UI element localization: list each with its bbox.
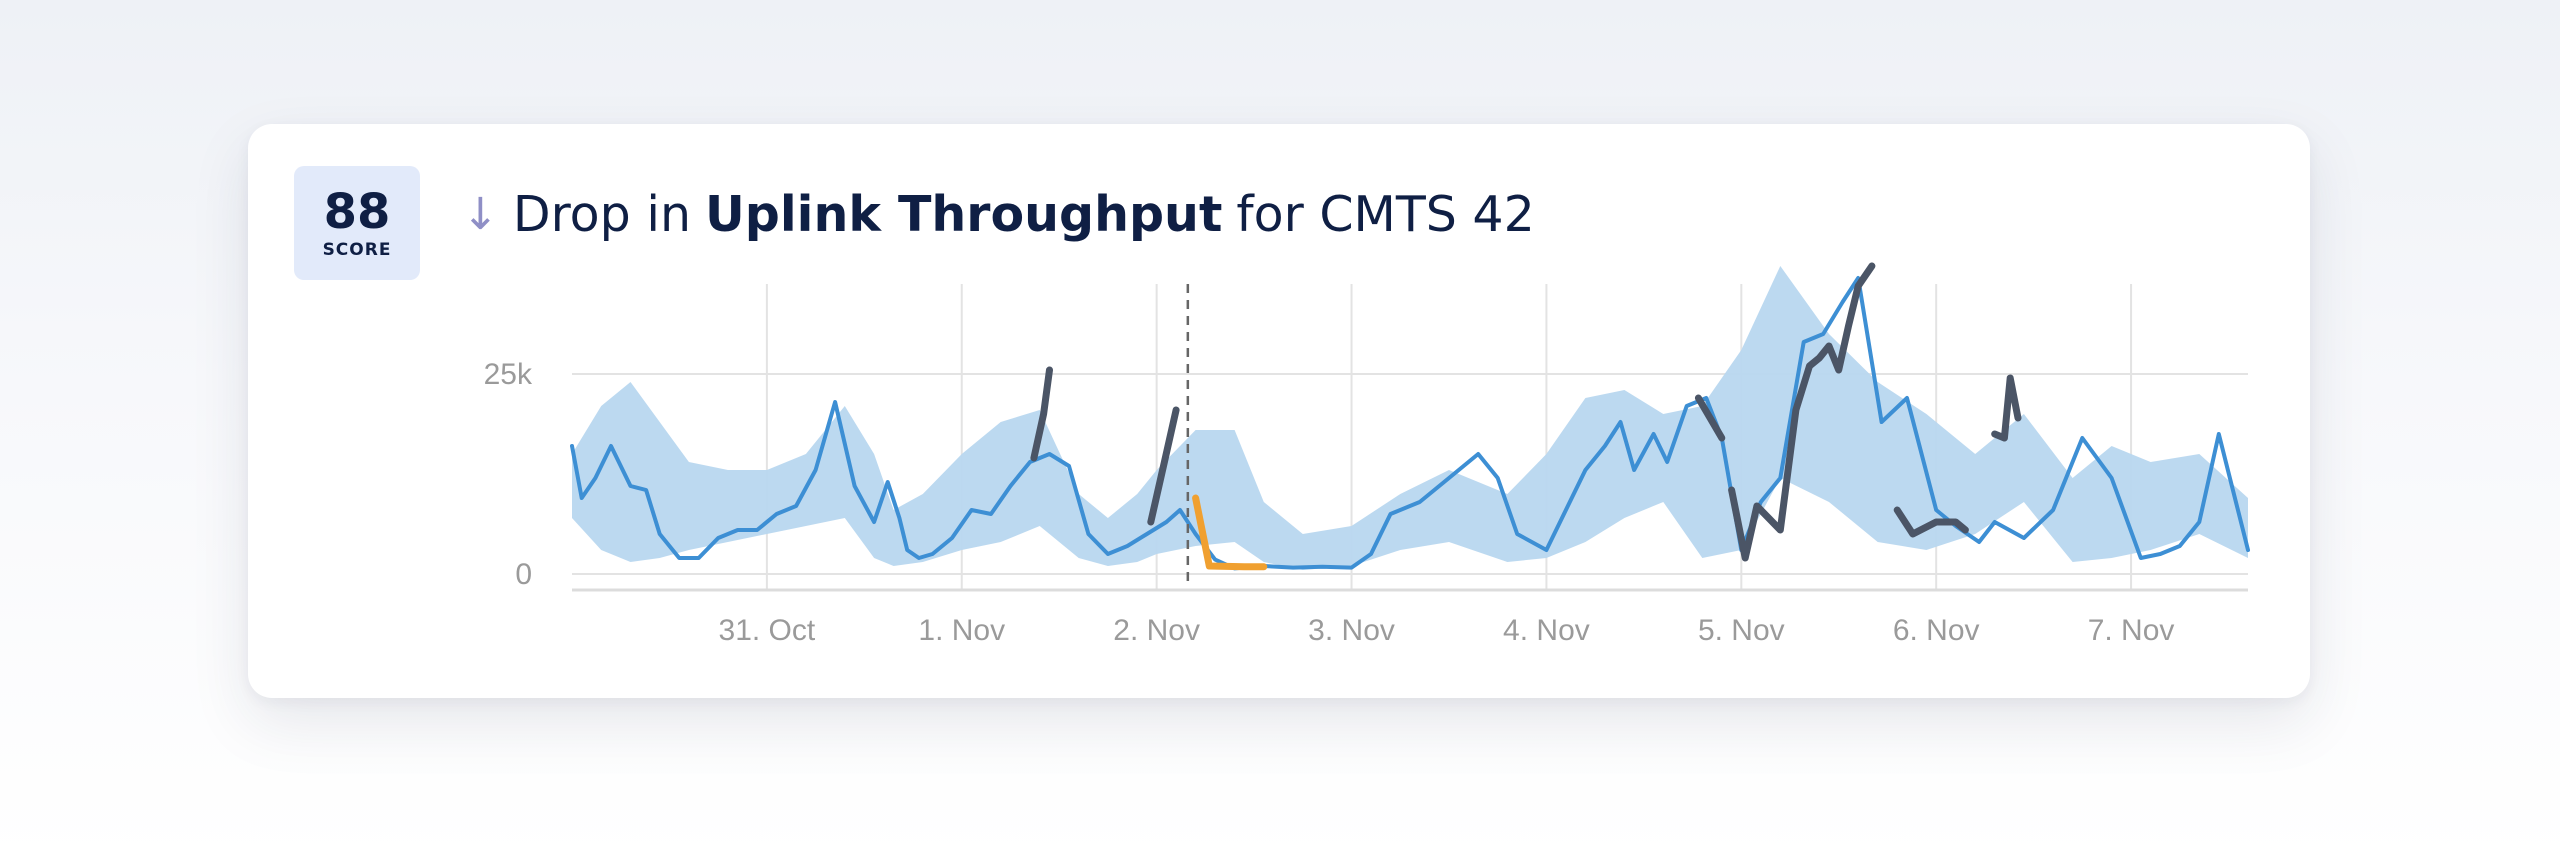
- y-tick-label: 25k: [484, 358, 533, 391]
- x-tick-label: 6. Nov: [1893, 614, 1980, 647]
- anomaly-high-segment: [1694, 394, 1726, 442]
- expected-band: [572, 266, 2248, 570]
- anomaly-high-segment: [1147, 406, 1180, 526]
- anomaly-high-segment: [1030, 366, 1053, 462]
- x-tick-label: 3. Nov: [1308, 614, 1395, 647]
- y-tick-label: 0: [515, 558, 532, 591]
- score-value: 88: [323, 184, 391, 240]
- score-label: SCORE: [322, 240, 392, 260]
- throughput-chart: 0 25k 31. Oct 1. Nov 2. Nov 3. Nov 4. Nov 5. No…: [484, 262, 2250, 647]
- score-badge: 88 SCORE: [294, 166, 420, 280]
- anomaly-high-segment: [1893, 506, 1969, 538]
- x-tick-label: 2. Nov: [1113, 614, 1200, 647]
- anomaly-high-segment: [1991, 374, 2022, 442]
- x-tick-label: 5. Nov: [1698, 614, 1785, 647]
- anomaly-drop-segment: [1192, 494, 1268, 571]
- title-suffix: for CMTS 42: [1236, 185, 1535, 243]
- x-tick-label: 7. Nov: [2088, 614, 2175, 647]
- arrow-down-icon: ↓: [462, 188, 499, 240]
- x-tick-label: 31. Oct: [719, 614, 816, 647]
- title-prefix: Drop in: [512, 185, 692, 243]
- x-tick-label: 1. Nov: [918, 614, 1005, 647]
- observed-series-line: [570, 276, 2250, 571]
- alert-title[interactable]: ↓ Drop in Uplink Throughput for CMTS 42: [462, 176, 1535, 252]
- anomaly-high-segment: [1728, 262, 1876, 562]
- x-tick-label: 4. Nov: [1503, 614, 1590, 647]
- title-metric: Uplink Throughput: [705, 185, 1223, 243]
- alert-card[interactable]: 88 SCORE ↓ Drop in Uplink Throughput for…: [248, 124, 2310, 698]
